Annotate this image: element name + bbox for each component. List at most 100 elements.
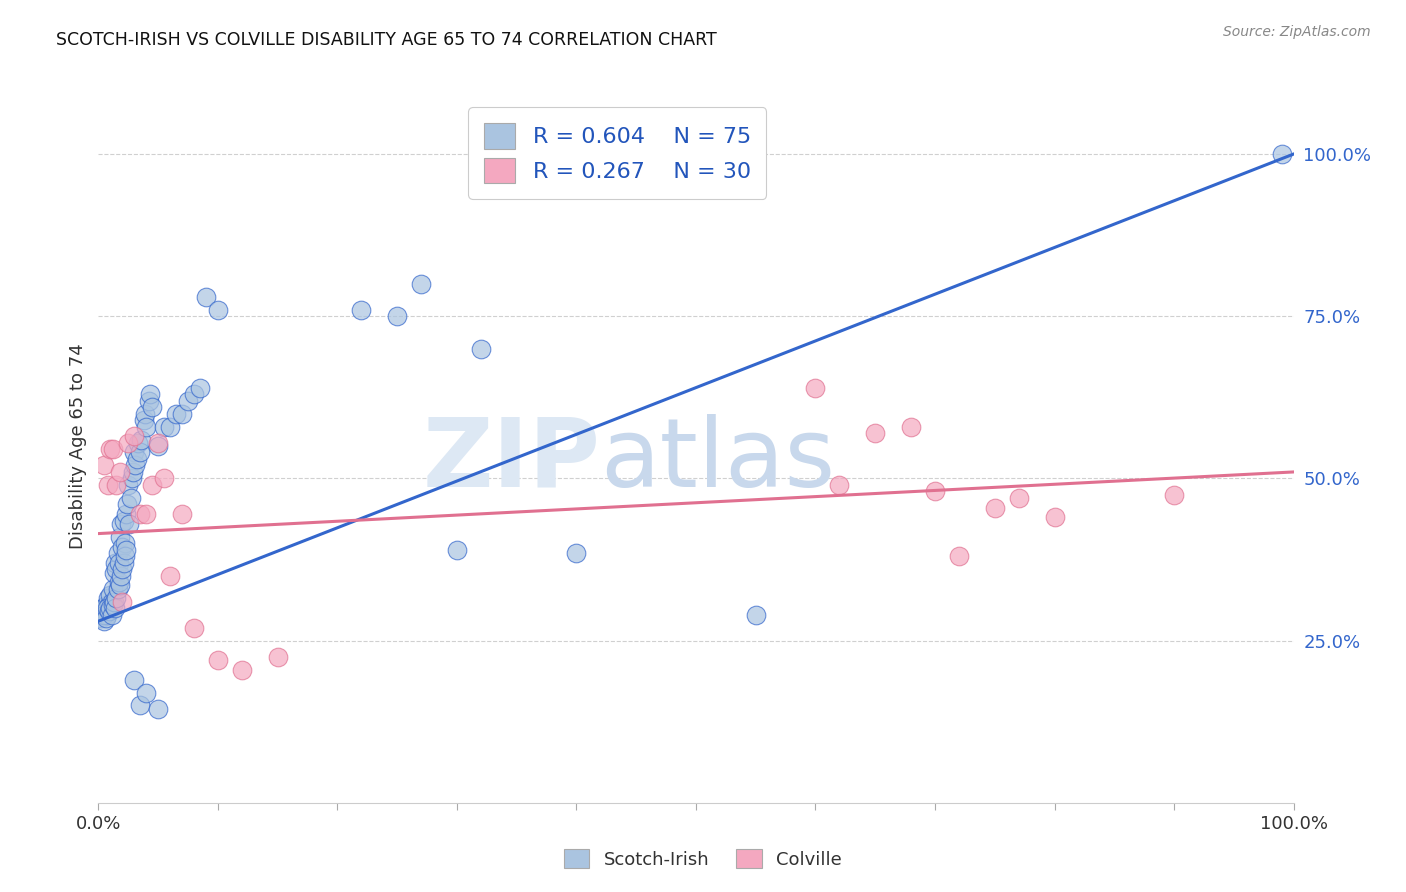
Point bbox=[101, 442, 124, 457]
Point bbox=[122, 465, 145, 479]
Point bbox=[153, 471, 176, 485]
Point bbox=[111, 540, 134, 554]
Point bbox=[117, 478, 139, 492]
Point bbox=[127, 435, 149, 450]
Point bbox=[565, 546, 588, 560]
Point bbox=[93, 614, 115, 628]
Point bbox=[105, 562, 128, 576]
Point bbox=[100, 607, 122, 622]
Point bbox=[172, 507, 194, 521]
Point bbox=[148, 439, 170, 453]
Point bbox=[135, 685, 157, 699]
Point bbox=[101, 582, 124, 596]
Point bbox=[93, 607, 115, 622]
Point bbox=[101, 598, 124, 612]
Point bbox=[110, 516, 132, 531]
Point bbox=[129, 698, 152, 713]
Point bbox=[900, 419, 922, 434]
Point bbox=[135, 507, 157, 521]
Point bbox=[120, 491, 142, 505]
Point bbox=[108, 465, 131, 479]
Point bbox=[129, 445, 152, 459]
Point bbox=[984, 500, 1007, 515]
Point bbox=[90, 611, 112, 625]
Point bbox=[138, 393, 160, 408]
Point bbox=[91, 601, 114, 615]
Point bbox=[110, 568, 132, 582]
Text: atlas: atlas bbox=[600, 414, 835, 507]
Point bbox=[1271, 147, 1294, 161]
Point bbox=[132, 413, 155, 427]
Point bbox=[104, 601, 127, 615]
Point bbox=[98, 598, 121, 612]
Point bbox=[207, 653, 229, 667]
Point bbox=[172, 407, 194, 421]
Legend: R = 0.604    N = 75, R = 0.267    N = 30: R = 0.604 N = 75, R = 0.267 N = 30 bbox=[468, 107, 766, 199]
Point bbox=[105, 591, 128, 606]
Text: Source: ZipAtlas.com: Source: ZipAtlas.com bbox=[1223, 25, 1371, 39]
Point bbox=[865, 425, 887, 440]
Point bbox=[121, 471, 143, 485]
Point bbox=[103, 566, 125, 580]
Point bbox=[177, 393, 200, 408]
Legend: Scotch-Irish, Colville: Scotch-Irish, Colville bbox=[557, 842, 849, 876]
Point bbox=[350, 302, 373, 317]
Point bbox=[153, 419, 176, 434]
Point bbox=[183, 387, 205, 401]
Point bbox=[124, 429, 146, 443]
Point bbox=[828, 478, 851, 492]
Point bbox=[97, 478, 120, 492]
Point bbox=[93, 458, 115, 473]
Text: ZIP: ZIP bbox=[422, 414, 600, 507]
Point bbox=[100, 595, 122, 609]
Point bbox=[96, 607, 118, 622]
Point bbox=[134, 407, 156, 421]
Point bbox=[117, 435, 139, 450]
Point bbox=[105, 478, 128, 492]
Point bbox=[98, 601, 122, 615]
Point bbox=[231, 663, 253, 677]
Point bbox=[115, 507, 138, 521]
Point bbox=[111, 595, 134, 609]
Y-axis label: Disability Age 65 to 74: Disability Age 65 to 74 bbox=[69, 343, 87, 549]
Point bbox=[165, 407, 187, 421]
Point bbox=[107, 546, 129, 560]
Point bbox=[104, 556, 127, 570]
Point bbox=[125, 452, 148, 467]
Point bbox=[1163, 488, 1185, 502]
Point bbox=[207, 302, 229, 317]
Point bbox=[107, 575, 129, 590]
Point bbox=[124, 458, 146, 473]
Point bbox=[195, 290, 218, 304]
Point bbox=[114, 549, 136, 564]
Point bbox=[112, 514, 135, 528]
Point bbox=[115, 542, 138, 557]
Point bbox=[135, 419, 157, 434]
Point bbox=[148, 702, 170, 716]
Point bbox=[115, 497, 138, 511]
Point bbox=[159, 568, 181, 582]
Point bbox=[139, 387, 162, 401]
Point bbox=[385, 310, 409, 324]
Point bbox=[98, 442, 122, 457]
Point bbox=[124, 445, 146, 459]
Text: SCOTCH-IRISH VS COLVILLE DISABILITY AGE 65 TO 74 CORRELATION CHART: SCOTCH-IRISH VS COLVILLE DISABILITY AGE … bbox=[56, 31, 717, 49]
Point bbox=[112, 556, 135, 570]
Point bbox=[98, 604, 121, 618]
Point bbox=[948, 549, 970, 564]
Point bbox=[159, 419, 181, 434]
Point bbox=[97, 591, 120, 606]
Point bbox=[108, 578, 131, 592]
Point bbox=[118, 516, 141, 531]
Point bbox=[94, 598, 117, 612]
Point bbox=[141, 478, 163, 492]
Point bbox=[267, 649, 290, 664]
Point bbox=[183, 621, 205, 635]
Point bbox=[804, 381, 827, 395]
Point bbox=[188, 381, 211, 395]
Point bbox=[131, 433, 153, 447]
Point bbox=[103, 595, 125, 609]
Point bbox=[91, 604, 114, 618]
Point bbox=[745, 607, 768, 622]
Point bbox=[411, 277, 433, 291]
